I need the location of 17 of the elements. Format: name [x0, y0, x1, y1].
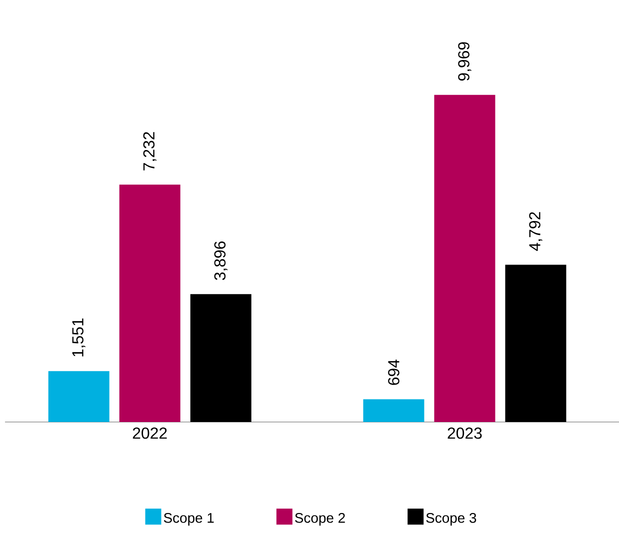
data-label: 4,792	[529, 212, 542, 251]
x-tick-label: 2023	[448, 428, 482, 439]
data-label: 9,969	[458, 42, 472, 81]
data-label: 694	[388, 360, 400, 385]
data-label: 1,551	[72, 318, 86, 356]
legend-label: Scope 2	[295, 512, 345, 526]
bar	[434, 94, 496, 422]
data-label: 7,232	[143, 132, 156, 170]
bar	[363, 399, 424, 422]
data-label: 3,896	[214, 241, 228, 280]
x-tick-label: 2022	[132, 428, 167, 439]
legend-label: Scope 3	[426, 512, 476, 526]
legend-label: Scope 1	[164, 512, 214, 526]
bar	[119, 184, 180, 422]
bar	[48, 371, 110, 422]
bar	[505, 264, 566, 422]
bar	[190, 294, 252, 422]
